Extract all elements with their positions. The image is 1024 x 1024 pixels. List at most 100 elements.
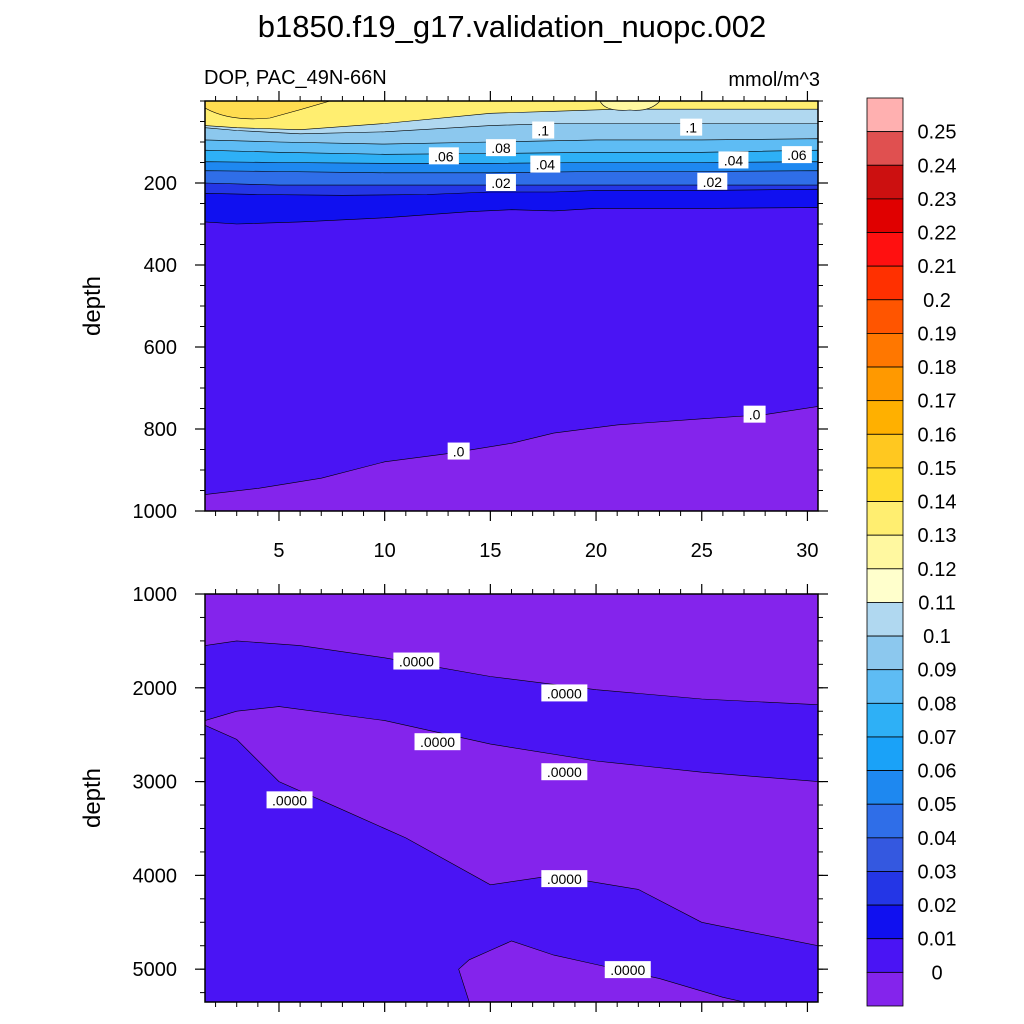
upper-contour-labels: .1 .1 .08 .06 .04 .04 .06 .02 .02 .0 .0	[428, 118, 812, 460]
colorbar-swatch	[866, 433, 904, 469]
colorbar-label: 0.22	[918, 223, 957, 245]
colorbar-label: 0.08	[918, 693, 957, 715]
contour-label: .06	[428, 147, 459, 165]
x-tick-label: 15	[479, 540, 501, 562]
colorbar-swatch	[866, 131, 904, 166]
colorbar-swatch	[866, 400, 904, 435]
contour-label-text: .04	[724, 152, 744, 168]
contour-label: .02	[485, 174, 516, 191]
upper-axes: 200 400 600 800 1000 5 10 15 20 25 30	[133, 91, 828, 562]
colorbar-label: 0.16	[918, 424, 957, 446]
colorbar-swatch	[866, 501, 904, 536]
colorbar-label: 0.13	[918, 525, 957, 547]
contour-label-text: .0000	[420, 734, 455, 750]
colorbar-swatch	[866, 803, 904, 839]
colorbar-swatch	[866, 568, 904, 603]
contour-label-box	[447, 442, 470, 460]
contour-label-text: .0000	[547, 871, 582, 887]
contour-label-text: .04	[536, 157, 556, 173]
colorbar-swatch	[866, 299, 904, 334]
contour-label-text: .1	[685, 120, 697, 136]
y-tick-label: 5000	[133, 959, 178, 981]
contour-label-text: .0	[453, 444, 465, 460]
upper-panel: DOP, PAC_49N-66N mmol/m^3 .1 .1 .08 .06 .04.…	[79, 67, 828, 562]
contour-label: .06	[781, 146, 812, 164]
contour-label: .0	[447, 442, 470, 460]
contour-label-text: .02	[491, 175, 511, 191]
colorbar-label: 0.01	[918, 929, 957, 951]
colorbar-label: 0.11	[918, 592, 955, 614]
colorbar-swatch	[866, 904, 904, 940]
contour-label-box	[604, 961, 651, 979]
contour-label-box	[530, 155, 561, 173]
contour-label-box	[541, 684, 588, 702]
contour-label-box	[718, 151, 749, 169]
contour-label: .1	[680, 118, 703, 136]
colorbar-swatch	[866, 837, 904, 872]
contour-label-text: .0000	[547, 685, 582, 701]
figure-title: b1850.f19_g17.validation_nuopc.002	[258, 9, 767, 44]
lower-band-upper-blue	[205, 640, 818, 782]
contour-label: .0000	[541, 763, 588, 781]
y-tick-label: 200	[144, 173, 177, 195]
colorbar-swatch	[866, 871, 904, 906]
colorbar-swatch	[866, 669, 904, 704]
colorbar-swatch	[866, 971, 904, 1007]
contour-label-text: .0000	[399, 654, 434, 670]
colorbar: 0.25 0.24 0.23 0.22 0.21 0.2 0.19 0.18 0.17 0.16 0…	[866, 97, 957, 1007]
colorbar-label: 0.04	[918, 828, 957, 850]
contour-label-box	[532, 121, 555, 139]
contour-label-box	[428, 147, 459, 165]
colorbar-label: 0.2	[923, 290, 951, 312]
lower-axes: 1000 2000 3000 4000 5000	[133, 584, 828, 1012]
x-tick-label: 30	[796, 540, 818, 562]
colorbar-swatch	[866, 736, 904, 771]
contour-label-box	[541, 763, 588, 781]
contour-label-text: .0000	[610, 962, 645, 978]
contour-label-text: .02	[703, 174, 723, 190]
contour-label: .04	[718, 151, 749, 169]
colorbar-label: 0.09	[918, 660, 957, 682]
contour-label-text: .0	[749, 407, 761, 423]
contour-band--0.01	[205, 406, 818, 511]
colorbar-label: 0.03	[918, 861, 957, 883]
colorbar-label: 0.19	[918, 323, 957, 345]
contour-label: .0000	[541, 870, 588, 888]
colorbar-label: 0.07	[918, 727, 957, 749]
y-tick-label: 400	[144, 255, 177, 277]
colorbar-label: 0.1	[923, 626, 951, 648]
contour-label: .1	[532, 121, 555, 139]
y-tick-label: 3000	[133, 772, 178, 794]
contour-label-box	[266, 791, 313, 809]
colorbar-label: 0.24	[918, 155, 957, 177]
colorbar-swatch	[866, 534, 904, 570]
colorbar-label: 0.05	[918, 794, 957, 816]
contour-label-box	[393, 652, 440, 670]
contour-label-text: .0000	[547, 764, 582, 780]
colorbar-label: 0.23	[918, 189, 957, 211]
colorbar-label: 0.18	[918, 357, 957, 379]
y-tick-label: 4000	[133, 865, 178, 887]
contour-label: .08	[485, 139, 516, 157]
contour-label-text: .08	[491, 140, 511, 156]
colorbar-swatch	[866, 635, 904, 671]
contour-label-box	[414, 733, 461, 751]
y-tick-label: 1000	[133, 501, 178, 523]
colorbar-label: 0.12	[918, 559, 957, 581]
x-tick-label: 20	[585, 540, 607, 562]
lower-y-axis-label: depth	[79, 768, 106, 828]
colorbar-label: 0.06	[918, 761, 957, 783]
colorbar-swatch	[866, 265, 904, 301]
colorbar-label: 0	[931, 962, 942, 984]
contour-label: .0000	[541, 684, 588, 702]
colorbar-swatch	[866, 333, 904, 368]
lower-contour-labels: .0000 .0000 .0000 .0000 .0000 .0000 .0000	[266, 652, 651, 979]
surface-patch-left	[205, 101, 331, 120]
contour-label: .0000	[604, 961, 651, 979]
upper-y-axis-label: depth	[79, 276, 106, 336]
lower-band-bottom-purple	[458, 940, 745, 1002]
colorbar-label: 0.25	[918, 122, 957, 144]
contour-label-text: .06	[434, 148, 454, 164]
contour-label-box	[680, 118, 703, 136]
